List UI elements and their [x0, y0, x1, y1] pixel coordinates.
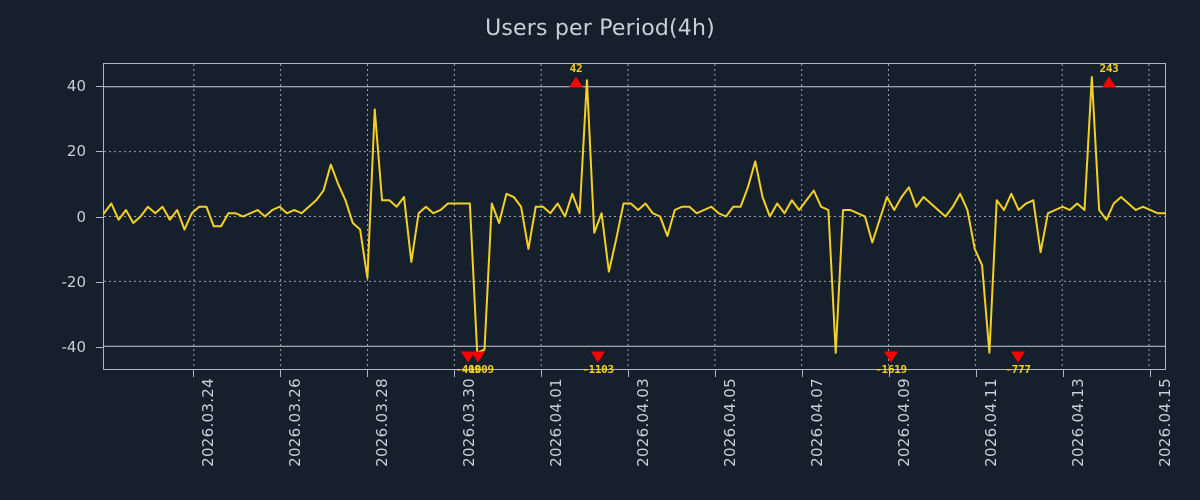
- y-axis-tick-mark: [96, 216, 103, 218]
- anomaly-marker[interactable]: [1102, 76, 1116, 88]
- anomaly-marker[interactable]: [461, 351, 475, 363]
- x-axis-tick-mark: [628, 370, 629, 377]
- x-axis-tick-mark: [889, 370, 890, 377]
- anomaly-marker[interactable]: [569, 76, 583, 88]
- x-axis-tick-label: 2026.03.28: [373, 378, 391, 467]
- anomaly-marker[interactable]: [1011, 351, 1025, 363]
- x-axis-tick-mark: [802, 370, 803, 377]
- x-axis-tick-label: 2026.03.24: [199, 378, 217, 467]
- x-axis-tick-label: 2026.04.11: [982, 378, 1000, 467]
- series-line-users: [104, 77, 1165, 353]
- x-axis-tick-mark: [454, 370, 455, 377]
- y-axis-tick-label: 40: [66, 76, 86, 95]
- x-axis-tick-label: 2026.04.01: [547, 378, 565, 467]
- anomaly-value-label: 42: [569, 61, 583, 75]
- x-axis-tick-mark: [541, 370, 542, 377]
- x-axis-tick-label: 2026.04.15: [1156, 378, 1174, 467]
- anomaly-marker[interactable]: [471, 351, 485, 363]
- x-axis-tick-label: 2026.04.05: [721, 378, 739, 467]
- anomaly-value-label: -1103: [582, 362, 614, 376]
- anomaly-value-label: -409: [455, 362, 481, 376]
- x-axis-tick-mark: [976, 370, 977, 377]
- y-axis-tick-label: 0: [76, 207, 86, 226]
- y-axis-tick-label: -20: [61, 272, 87, 291]
- x-axis-tick-mark: [1063, 370, 1064, 377]
- x-axis-tick-mark: [367, 370, 368, 377]
- x-axis-tick-label: 2026.04.09: [895, 378, 913, 467]
- y-axis-tick-mark: [96, 347, 103, 349]
- x-axis-tick-label: 2026.03.26: [286, 378, 304, 467]
- anomaly-value-label: -777: [1005, 362, 1031, 376]
- y-axis-tick-label: -40: [61, 338, 87, 357]
- y-axis-tick-mark: [96, 281, 103, 283]
- y-axis-tick-mark: [96, 85, 103, 87]
- y-axis-tick-label: 20: [66, 142, 86, 161]
- plot-area: 42 243 -1009 -409 -1103 -1619 -777: [103, 61, 1166, 376]
- anomaly-marker[interactable]: [884, 351, 898, 363]
- series-svg: [104, 64, 1165, 369]
- x-axis-tick-label: 2026.04.13: [1069, 378, 1087, 467]
- x-axis-tick-mark: [280, 370, 281, 377]
- anomaly-value-label: -1009: [462, 362, 494, 376]
- gridlines: [104, 64, 1165, 369]
- anomaly-marker[interactable]: [591, 351, 605, 363]
- x-axis-tick-mark: [193, 370, 194, 377]
- y-axis-tick-mark: [96, 151, 103, 153]
- anomaly-value-label: 243: [1099, 61, 1119, 75]
- anomaly-value-label: -1619: [875, 362, 907, 376]
- x-axis-tick-label: 2026.04.07: [808, 378, 826, 467]
- x-axis-tick-mark: [715, 370, 716, 377]
- x-axis-tick-label: 2026.04.03: [634, 378, 652, 467]
- x-axis-tick-mark: [1150, 370, 1151, 377]
- x-axis-tick-label: 2026.03.30: [460, 378, 478, 467]
- chart-title: Users per Period(4h): [485, 16, 715, 41]
